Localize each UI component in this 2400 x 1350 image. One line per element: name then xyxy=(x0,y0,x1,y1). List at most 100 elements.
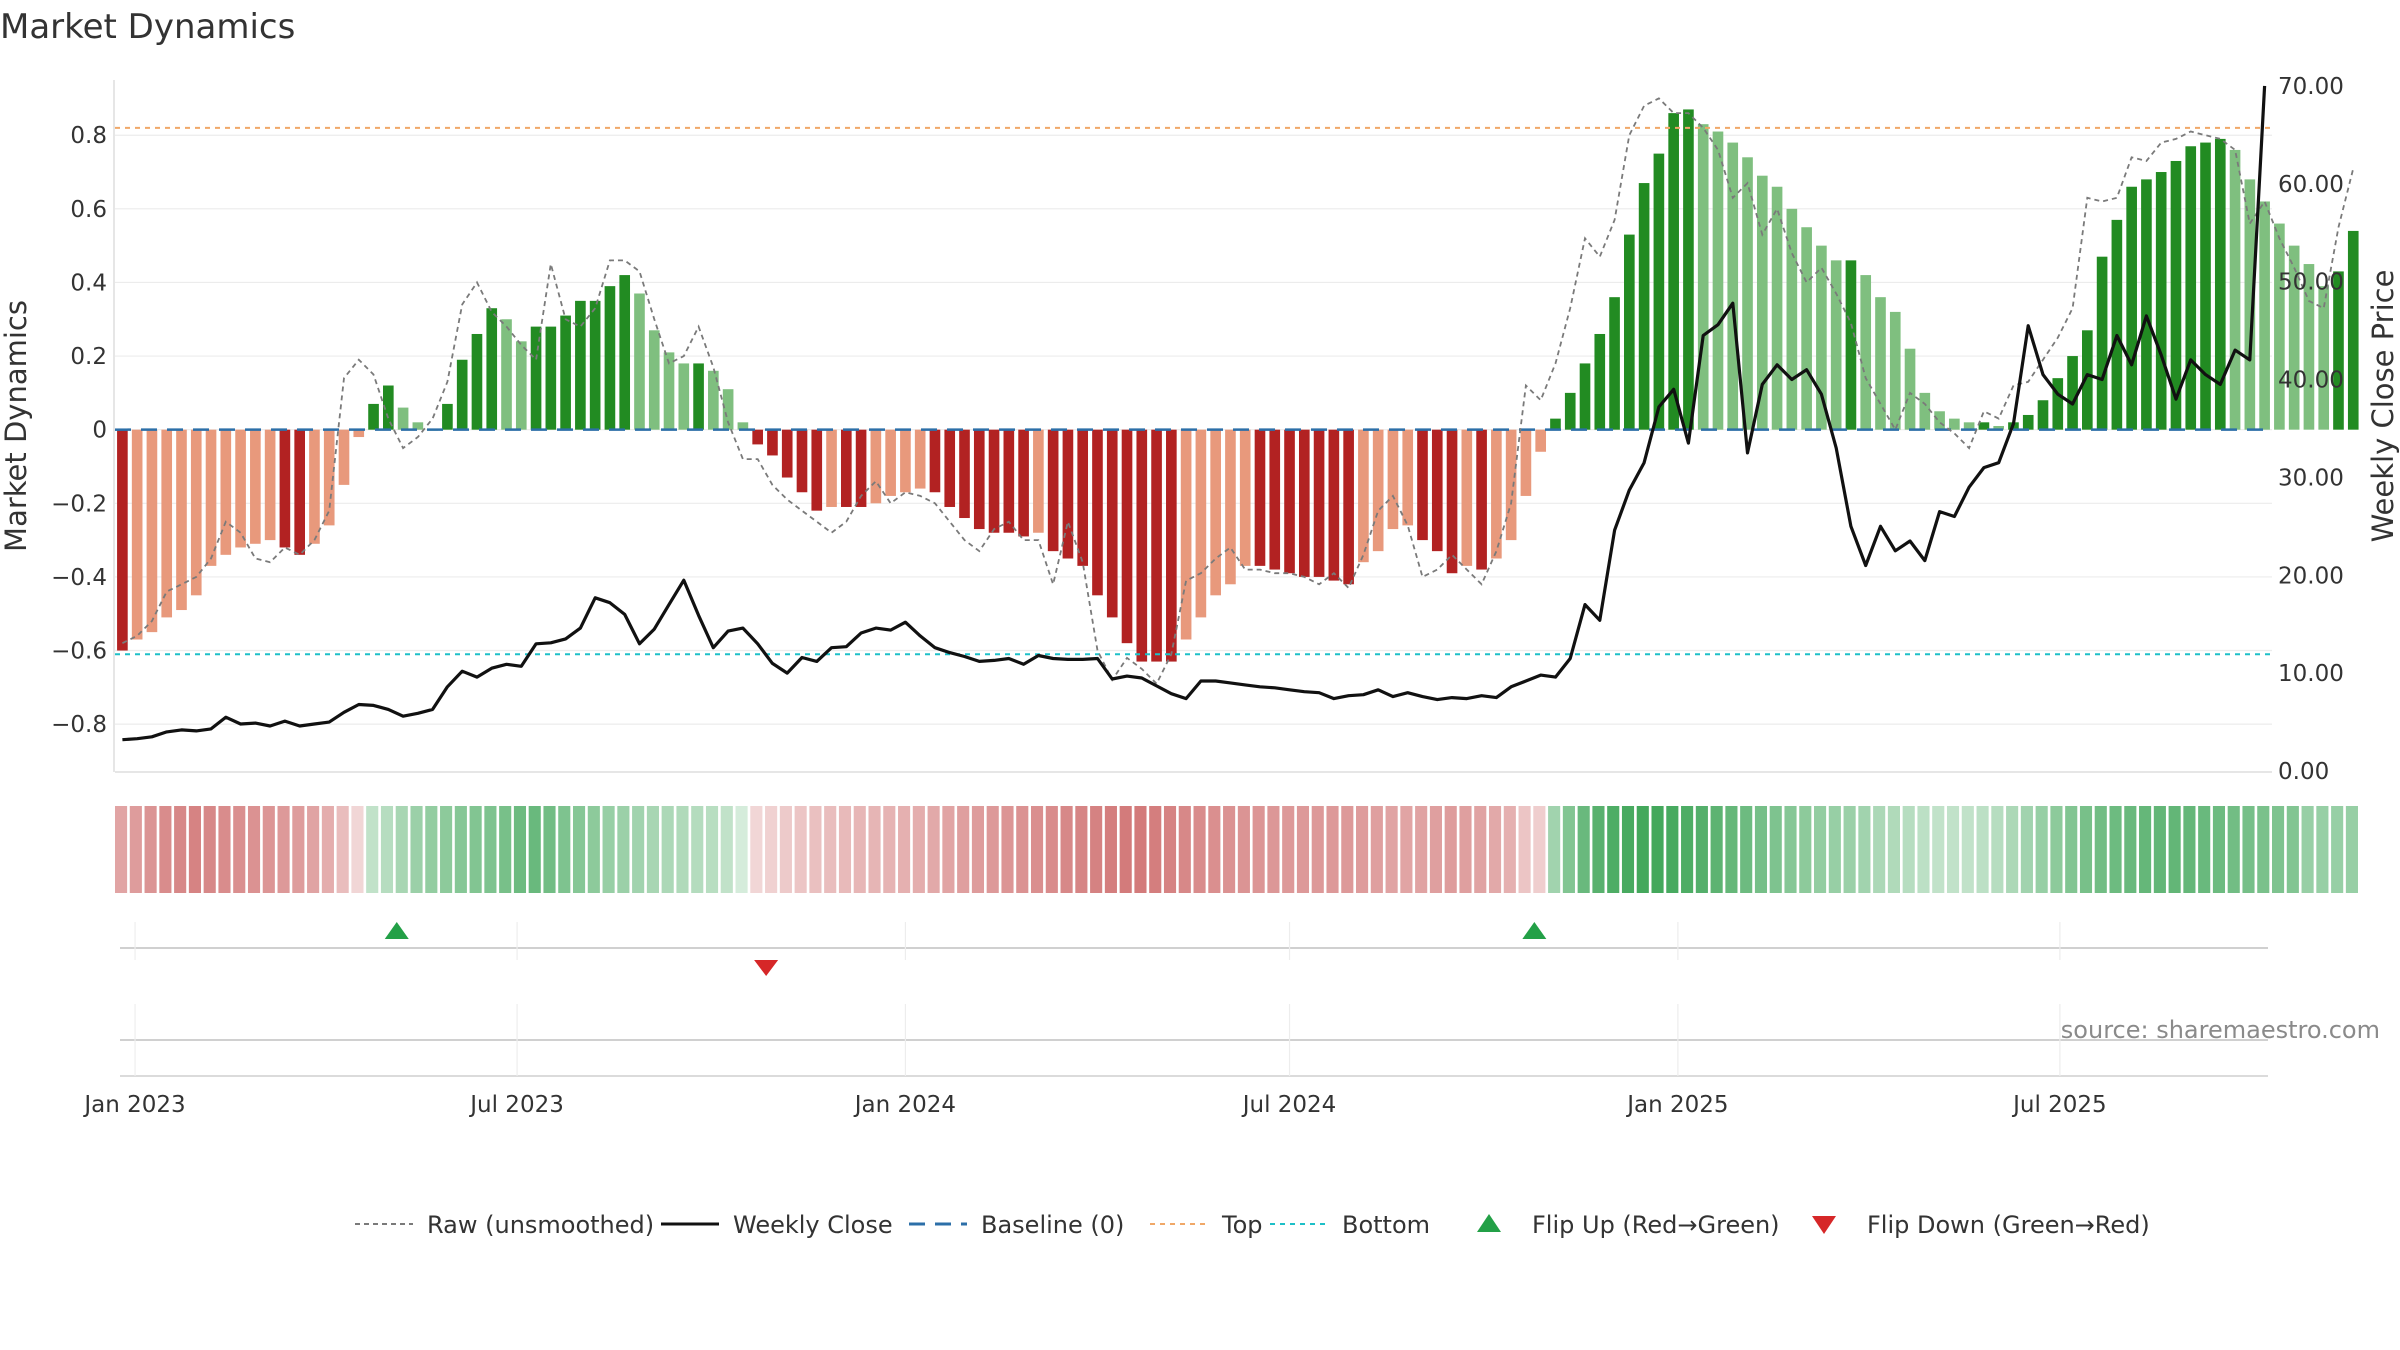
heat-strip-cell xyxy=(336,806,349,893)
y-left-tick-label: 0.6 xyxy=(70,197,107,223)
dynamics-bar xyxy=(1121,429,1133,644)
dynamics-bar xyxy=(1683,109,1694,430)
heat-strip-cell xyxy=(159,806,172,893)
heat-strip-cell xyxy=(218,806,231,893)
heat-strip-cell xyxy=(1592,806,1605,893)
dynamics-bar xyxy=(885,429,896,496)
heat-strip-cell xyxy=(1267,806,1280,893)
heat-strip-cell xyxy=(691,806,704,893)
dynamics-bar xyxy=(1949,418,1960,430)
heat-strip-cell xyxy=(1444,806,1457,893)
dynamics-bar xyxy=(1564,392,1576,430)
bars-layer xyxy=(117,109,2359,662)
legend-item: Bottom xyxy=(1270,1211,1430,1239)
heat-strip-cell xyxy=(824,806,837,893)
dynamics-bar xyxy=(2052,378,2064,430)
heat-strip-cell xyxy=(838,806,852,893)
y-right-tick-label: 30.00 xyxy=(2278,465,2344,491)
dynamics-bar xyxy=(900,429,911,493)
dynamics-bar xyxy=(2303,264,2315,430)
dynamics-bar xyxy=(1860,275,1872,430)
dynamics-bar xyxy=(1062,429,1074,559)
heat-strip-cell xyxy=(1636,806,1649,893)
dynamics-bar xyxy=(2229,149,2241,430)
dynamics-bar xyxy=(1431,429,1443,552)
heat-strip-cell xyxy=(2242,806,2255,893)
dynamics-bar xyxy=(2141,179,2152,430)
heat-strip-cell xyxy=(602,806,615,893)
heat-strip-cell xyxy=(1799,806,1812,893)
heat-strip-cell xyxy=(1902,806,1915,893)
heat-strip-cell xyxy=(942,806,955,893)
heat-strip-cell xyxy=(129,806,142,893)
dynamics-bar xyxy=(1993,426,2005,430)
dynamics-bar xyxy=(1402,429,1414,526)
heat-strip-cell xyxy=(351,806,364,893)
heat-strip-cell xyxy=(912,806,925,893)
dynamics-bar xyxy=(382,385,394,430)
heat-strip-cell xyxy=(1548,806,1561,893)
heat-strip-cell xyxy=(1104,806,1117,893)
dynamics-bar xyxy=(604,286,616,430)
heat-strip-cell xyxy=(1075,806,1088,893)
dynamics-bar xyxy=(1919,392,1931,430)
heat-strip-cell xyxy=(366,806,379,893)
dynamics-bar xyxy=(1712,131,1724,430)
dynamics-bar xyxy=(176,429,187,611)
heat-strip-cell xyxy=(2050,806,2063,893)
dynamics-bar xyxy=(501,319,512,430)
dynamics-bar xyxy=(1638,183,1650,430)
dynamics-bar xyxy=(2318,286,2330,430)
heat-strip-cell xyxy=(1961,806,1974,893)
source-credit: source: sharemaestro.com xyxy=(2061,1016,2380,1044)
y-left-tick-label: −0.6 xyxy=(51,639,107,665)
dynamics-bar xyxy=(2185,146,2197,430)
dynamics-bar xyxy=(575,300,586,430)
flip-up-marker xyxy=(1522,922,1547,939)
heat-strip-cell xyxy=(587,806,600,893)
heat-strip-cell xyxy=(1976,806,1989,893)
heat-strip-cell xyxy=(1415,806,1428,893)
dynamics-bar xyxy=(973,429,985,530)
dynamics-bar xyxy=(309,429,320,544)
y-left-tick-label: −0.4 xyxy=(51,565,107,591)
heat-strip-cell xyxy=(632,806,645,893)
legend-item: Baseline (0) xyxy=(909,1211,1124,1239)
heat-strip-cell xyxy=(1607,806,1620,893)
y-right-tick-label: 0.00 xyxy=(2278,759,2329,785)
heat-strip-cell xyxy=(203,806,216,893)
heat-strip-cell xyxy=(1873,806,1886,893)
heat-strip-cell xyxy=(395,806,408,893)
heat-strip-cell xyxy=(1149,806,1162,893)
heat-strip-cell xyxy=(971,806,985,893)
dynamics-bar xyxy=(1594,333,1606,430)
dynamics-bar xyxy=(117,429,128,651)
heat-strip-cell xyxy=(2257,806,2270,893)
dynamics-bar xyxy=(589,300,601,430)
dynamics-bar xyxy=(471,333,483,430)
dynamics-bar xyxy=(1180,429,1192,640)
heat-strip-cell xyxy=(2168,806,2181,893)
y-right-tick-label: 10.00 xyxy=(2278,661,2344,687)
heat-strip-cell xyxy=(440,806,453,893)
dynamics-bar xyxy=(2037,400,2049,430)
x-tick-label: Jul 2024 xyxy=(1241,1092,1337,1118)
legend-item: Flip Up (Red→Green) xyxy=(1477,1211,1780,1239)
heat-strip-cell xyxy=(1843,806,1856,893)
heat-strip-cell xyxy=(927,806,940,893)
heat-strip-cell xyxy=(307,806,320,893)
dynamics-bar xyxy=(456,359,468,430)
heat-strip-cell xyxy=(1119,806,1132,893)
heat-strip-cell xyxy=(484,806,497,893)
heat-strip-cell xyxy=(1784,806,1797,893)
dynamics-bar xyxy=(2022,414,2034,430)
heat-strip-cell xyxy=(1134,806,1147,893)
legend-label: Baseline (0) xyxy=(981,1211,1124,1239)
heat-strip-cell xyxy=(528,806,541,893)
y-right-tick-label: 50.00 xyxy=(2278,270,2344,296)
dynamics-bar xyxy=(1978,422,1990,430)
dynamics-bar xyxy=(914,429,926,489)
heat-strip-cell xyxy=(1577,806,1590,893)
heat-strip-cell xyxy=(233,806,246,893)
y-left-tick-label: 0.8 xyxy=(70,123,107,149)
